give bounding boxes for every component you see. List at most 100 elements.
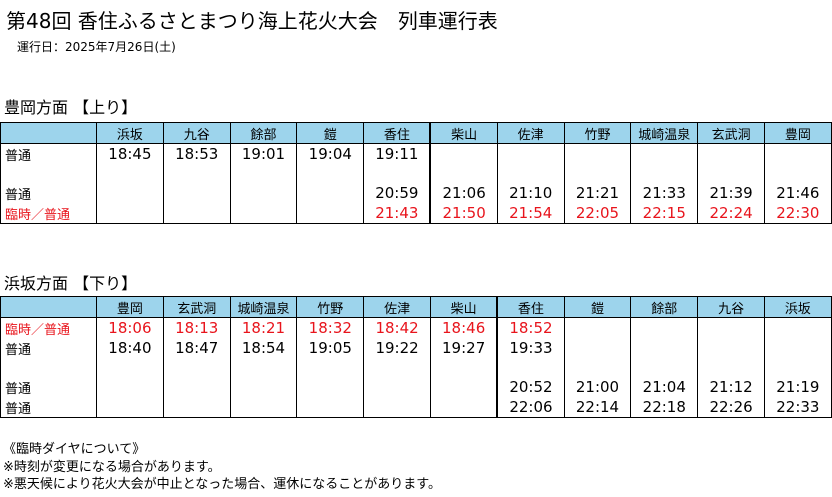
time-cell xyxy=(296,377,365,397)
header-blank-cell xyxy=(0,122,97,144)
time-cell: 21:33 xyxy=(630,183,699,203)
station-header: 香住 xyxy=(363,122,431,144)
time-cell xyxy=(229,377,298,397)
time-cell: 21:10 xyxy=(496,183,565,203)
time-cell xyxy=(229,203,298,224)
time-cell: 22:06 xyxy=(496,397,565,418)
time-cell xyxy=(630,338,699,358)
time-cell: 22:30 xyxy=(763,203,832,224)
time-cell: 22:18 xyxy=(630,397,699,418)
time-cell: 21:06 xyxy=(429,183,498,203)
time-cell xyxy=(429,397,498,418)
time-cell xyxy=(363,397,431,418)
time-cell xyxy=(96,183,164,203)
time-cell xyxy=(697,164,765,183)
time-cell: 18:47 xyxy=(162,338,231,358)
time-cell xyxy=(630,164,699,183)
time-cell xyxy=(162,164,231,183)
time-cell xyxy=(296,164,365,183)
time-cell xyxy=(563,143,632,164)
time-cell xyxy=(96,358,164,377)
time-cell xyxy=(96,377,164,397)
time-cell xyxy=(697,338,765,358)
time-cell xyxy=(96,164,164,183)
station-header: 柴山 xyxy=(429,122,498,144)
time-cell xyxy=(697,317,765,338)
time-cell xyxy=(563,164,632,183)
train-row: 普通 18:45 18:53 19:01 19:04 19:11 xyxy=(0,143,832,164)
up-timetable: 浜坂 九谷 餘部鎧香住 柴山 佐津 竹野 城崎温泉 玄武洞 豊岡 普通 18:45 18:53 19:… xyxy=(0,122,832,224)
station-header: 玄武洞 xyxy=(697,122,765,144)
note-item: ※悪天候により花火大会が中止となった場合、運休になることがあります。 xyxy=(3,477,441,492)
station-header: 柴山 xyxy=(429,296,498,318)
station-header: 城崎温泉 xyxy=(229,296,298,318)
time-cell xyxy=(162,358,231,377)
station-header: 鎧 xyxy=(296,122,365,144)
time-cell: 21:39 xyxy=(697,183,765,203)
time-cell: 20:52 xyxy=(496,377,565,397)
station-header: 豊岡 xyxy=(96,296,164,318)
train-row: 普通 22:06 22:14 22:18 22:26 22:33 xyxy=(0,397,832,418)
time-cell xyxy=(296,183,365,203)
time-cell xyxy=(630,143,699,164)
time-cell xyxy=(630,358,699,377)
train-type-label: 臨時／普通 xyxy=(0,317,97,338)
time-cell xyxy=(563,338,632,358)
time-cell xyxy=(162,377,231,397)
time-cell: 22:15 xyxy=(630,203,699,224)
station-header: 香住 xyxy=(496,296,565,318)
station-header: 豊岡 xyxy=(763,122,832,144)
station-header: 佐津 xyxy=(363,296,431,318)
time-cell: 18:53 xyxy=(162,143,231,164)
time-cell xyxy=(630,317,699,338)
time-cell: 18:32 xyxy=(296,317,365,338)
train-type-label xyxy=(0,164,97,183)
train-type-label: 普通 xyxy=(0,143,97,164)
time-cell xyxy=(563,358,632,377)
time-cell xyxy=(563,317,632,338)
time-cell xyxy=(429,143,498,164)
time-cell xyxy=(363,164,431,183)
time-cell: 18:45 xyxy=(96,143,164,164)
station-header: 浜坂 xyxy=(96,122,164,144)
time-cell: 22:33 xyxy=(763,397,832,418)
time-cell: 18:54 xyxy=(229,338,298,358)
time-cell xyxy=(429,164,498,183)
time-cell xyxy=(229,164,298,183)
spacer-row xyxy=(0,164,832,183)
train-row: 普通 20:52 21:00 21:04 21:12 21:19 xyxy=(0,377,832,397)
train-type-label xyxy=(0,358,97,377)
time-cell xyxy=(763,164,832,183)
time-cell: 21:12 xyxy=(697,377,765,397)
up-header-row: 浜坂 九谷 餘部鎧香住 柴山 佐津 竹野 城崎温泉 玄武洞 豊岡 xyxy=(0,122,832,144)
station-header: 城崎温泉 xyxy=(630,122,699,144)
operation-date: 運行日：2025年7月26日(土) xyxy=(17,40,176,54)
train-type-label: 普通 xyxy=(0,397,97,418)
time-cell: 19:01 xyxy=(229,143,298,164)
time-cell xyxy=(229,397,298,418)
train-type-label: 普通 xyxy=(0,183,97,203)
header-blank-cell xyxy=(0,296,97,318)
time-cell: 18:21 xyxy=(229,317,298,338)
down-header-row: 豊岡 玄武洞 城崎温泉 竹野 佐津 柴山 香住鎧餘部 九谷 浜坂 xyxy=(0,296,832,318)
station-header: 餘部 xyxy=(630,296,699,318)
time-cell: 18:52 xyxy=(496,317,565,338)
time-cell: 19:27 xyxy=(429,338,498,358)
train-row: 普通 20:59 21:06 21:10 21:21 21:33 21:39 21:46 xyxy=(0,183,832,203)
time-cell xyxy=(763,317,832,338)
time-cell: 18:13 xyxy=(162,317,231,338)
time-cell: 20:59 xyxy=(363,183,431,203)
time-cell xyxy=(296,358,365,377)
time-cell: 21:46 xyxy=(763,183,832,203)
station-header: 竹野 xyxy=(563,122,632,144)
time-cell: 22:05 xyxy=(563,203,632,224)
time-cell xyxy=(96,203,164,224)
time-cell: 21:19 xyxy=(763,377,832,397)
time-cell xyxy=(229,358,298,377)
time-cell xyxy=(296,203,365,224)
time-cell: 21:50 xyxy=(429,203,498,224)
time-cell: 18:06 xyxy=(96,317,164,338)
time-cell: 18:42 xyxy=(363,317,431,338)
time-cell xyxy=(429,377,498,397)
station-header: 鎧 xyxy=(563,296,632,318)
